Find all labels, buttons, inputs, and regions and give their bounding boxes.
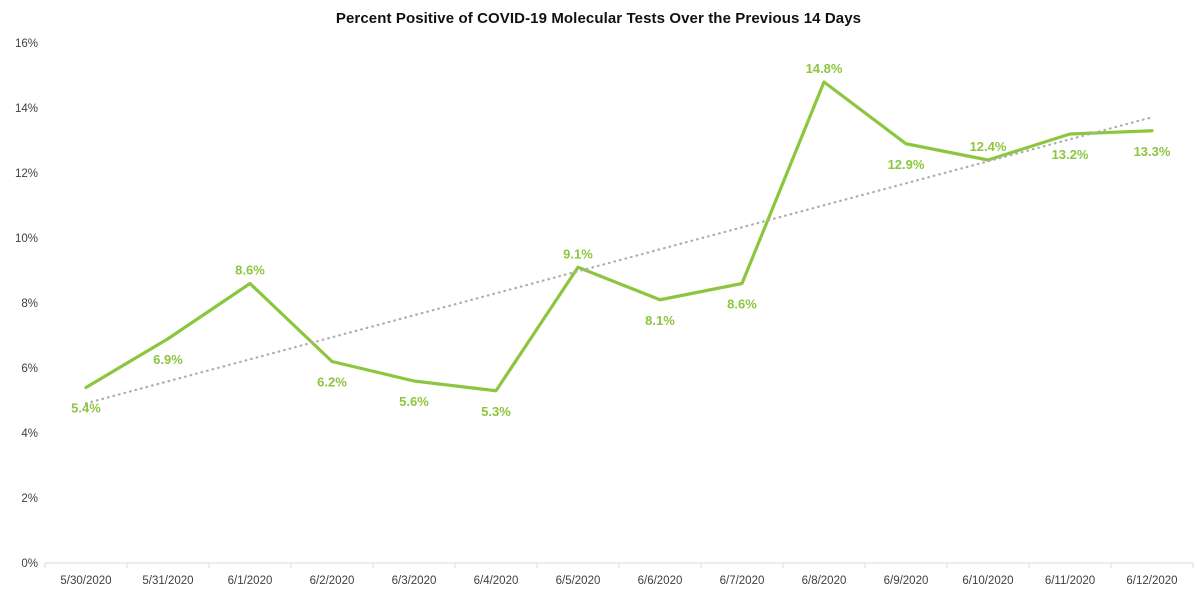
data-point-label: 5.4% <box>71 401 101 416</box>
x-axis-tick-label: 6/5/2020 <box>556 575 601 587</box>
x-axis-tick-label: 6/6/2020 <box>638 575 683 587</box>
data-point-label: 8.6% <box>235 263 265 278</box>
x-axis-tick-label: 6/8/2020 <box>802 575 847 587</box>
data-point-label: 6.9% <box>153 352 183 367</box>
x-axis-tick-label: 5/31/2020 <box>142 575 193 587</box>
y-axis-tick-label: 16% <box>15 38 38 50</box>
x-axis-tick-label: 6/4/2020 <box>474 575 519 587</box>
x-axis-tick-label: 6/11/2020 <box>1045 575 1095 587</box>
y-axis-tick-label: 4% <box>21 428 38 440</box>
y-axis-tick-label: 8% <box>21 298 38 310</box>
x-axis-tick-label: 5/30/2020 <box>60 575 111 587</box>
data-point-label: 14.8% <box>806 61 843 76</box>
x-axis-tick-label: 6/1/2020 <box>228 575 273 587</box>
x-axis-tick-label: 6/9/2020 <box>884 575 929 587</box>
x-axis-tick-label: 6/2/2020 <box>310 575 355 587</box>
x-axis-tick-label: 6/10/2020 <box>962 575 1013 587</box>
trendline <box>84 116 1154 405</box>
y-axis-tick-label: 2% <box>21 493 38 505</box>
chart-title: Percent Positive of COVID-19 Molecular T… <box>335 10 862 27</box>
data-point-label: 5.3% <box>481 404 511 419</box>
x-axis-tick-label: 6/3/2020 <box>392 575 437 587</box>
data-point-label: 12.9% <box>888 157 925 172</box>
y-axis-tick-label: 14% <box>15 103 38 115</box>
y-axis-tick-label: 12% <box>15 168 38 180</box>
data-point-label: 9.1% <box>563 246 593 261</box>
data-point-label: 13.2% <box>1052 147 1089 162</box>
data-point-label: 5.6% <box>399 394 429 409</box>
data-point-label: 13.3% <box>1134 144 1171 159</box>
x-axis-tick-label: 6/12/2020 <box>1126 575 1177 587</box>
y-axis-tick-label: 6% <box>21 363 38 375</box>
x-axis-tick-label: 6/7/2020 <box>720 575 765 587</box>
data-point-label: 8.6% <box>727 297 757 312</box>
y-axis-tick-label: 10% <box>15 233 38 245</box>
data-point-label: 12.4% <box>970 139 1007 154</box>
data-point-label: 8.1% <box>645 313 675 328</box>
y-axis-tick-label: 0% <box>21 558 38 570</box>
data-point-label: 6.2% <box>317 375 347 390</box>
series-line <box>84 80 1154 393</box>
